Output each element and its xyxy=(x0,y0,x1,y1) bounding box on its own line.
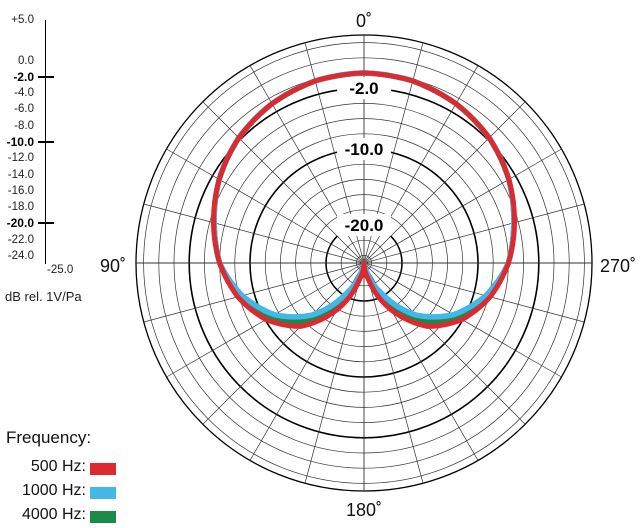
db-scale-tick: +5.0 xyxy=(11,14,34,26)
legend-label: 500 Hz: xyxy=(30,458,86,475)
db-scale-tick: -6.0 xyxy=(14,103,34,116)
legend-item: 1000 Hz: xyxy=(0,482,120,504)
legend-swatch xyxy=(90,487,116,499)
db-scale-tick: 0.0 xyxy=(18,54,34,67)
grid-spoke xyxy=(363,262,424,484)
db-scale-tick: -20.0 xyxy=(6,216,34,231)
angle-label: 270˚ xyxy=(600,256,636,276)
radial-label: -20.0 xyxy=(345,216,384,235)
db-scale-tick: -18.0 xyxy=(7,201,34,214)
legend-label: 1000 Hz: xyxy=(21,482,86,499)
radial-label-bg xyxy=(337,214,391,236)
db-scale-tick: -16.0 xyxy=(7,184,34,197)
grid-spoke xyxy=(143,203,365,264)
legend-item: 4000 Hz: xyxy=(0,506,120,528)
radial-label: -2.0 xyxy=(349,79,378,98)
radial-label-bg xyxy=(337,77,391,100)
db-scale-tick: -10.0 xyxy=(6,135,34,149)
db-scale-tick: -14.0 xyxy=(7,168,34,181)
db-scale-tick: -12.0 xyxy=(7,152,34,165)
db-scale-tick: -22.0 xyxy=(7,233,34,246)
series-line xyxy=(211,70,517,329)
unit-label: dB rel. 1V/Pa xyxy=(5,289,82,304)
db-scale-tick: -24.0 xyxy=(7,249,34,262)
radial-label-bg xyxy=(337,138,391,160)
legend-title: Frequency: xyxy=(6,428,92,447)
grid-spoke xyxy=(202,262,365,425)
grid-spoke xyxy=(363,262,526,425)
angle-label: 180˚ xyxy=(346,500,382,520)
angle-label-bg xyxy=(344,8,384,32)
legend-label: 4000 Hz: xyxy=(21,506,86,523)
grid-spoke xyxy=(202,101,365,264)
db-scale-tick: -8.0 xyxy=(14,119,34,132)
grid-spoke xyxy=(143,262,365,323)
grid-spoke xyxy=(363,203,585,264)
grid-spoke xyxy=(363,262,585,323)
db-scale-tick: -2.0 xyxy=(13,69,34,84)
db-scale-tick: -4.0 xyxy=(14,87,34,100)
angle-label: 0˚ xyxy=(356,11,372,31)
db-scale-major-mark xyxy=(38,222,54,225)
grid-spoke xyxy=(363,148,562,264)
legend-swatch xyxy=(90,511,116,523)
db-scale-major-mark xyxy=(38,141,54,143)
grid-spoke xyxy=(304,262,365,484)
grid-spoke xyxy=(166,148,365,264)
db-scale-major-mark xyxy=(38,75,54,78)
angle-label-bg xyxy=(598,253,636,277)
db-scale-axis xyxy=(45,20,46,264)
db-scale-bottom-label: -25.0 xyxy=(47,264,74,276)
angle-label-bg xyxy=(344,497,384,521)
radial-label: -10.0 xyxy=(345,140,384,159)
grid-spoke xyxy=(363,101,526,264)
angle-label: 90˚ xyxy=(100,256,126,276)
legend-item: 500 Hz: xyxy=(0,458,120,480)
legend-swatch xyxy=(90,463,116,475)
angle-label-bg xyxy=(92,253,130,277)
